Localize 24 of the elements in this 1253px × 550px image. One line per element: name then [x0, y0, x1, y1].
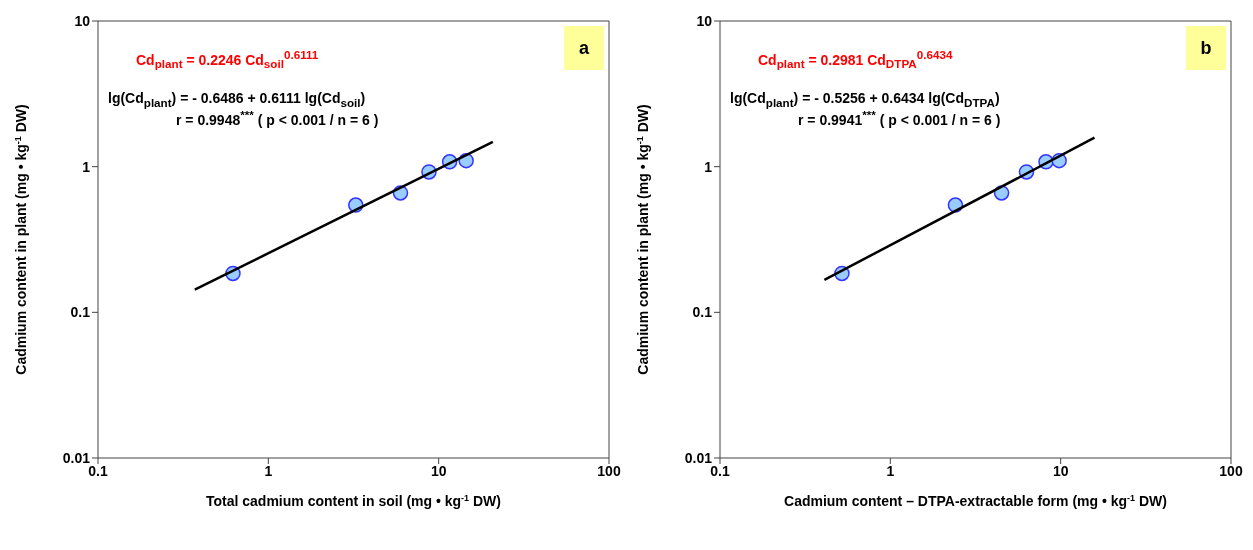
- x-tick-label: 10: [430, 462, 447, 479]
- annotation: b: [1186, 26, 1226, 70]
- y-tick-label: 0.01: [684, 449, 713, 466]
- y-tick-label: 10: [74, 12, 91, 29]
- x-tick-label: 1: [886, 462, 895, 479]
- y-tick-label: 1: [82, 158, 91, 175]
- y-tick-label: 0.1: [692, 304, 713, 321]
- x-tick-label: 1: [264, 462, 273, 479]
- y-tick-label: 0.1: [70, 304, 91, 321]
- x-tick-label: 10: [1052, 462, 1069, 479]
- annotation: lg(Cd$_{plant}$) = - 0.6486 + 0.6111 lg(Cd$_{soil}$): [108, 90, 366, 109]
- x-tick-label: 0.1: [88, 462, 108, 479]
- y-tick-label: 10: [696, 12, 713, 29]
- x-tick-label: 100: [597, 462, 621, 479]
- annotation: lg(Cd$_{plant}$) = - 0.5256 + 0.6434 lg(Cd$_{DTPA}$): [730, 90, 1000, 109]
- x-axis-title: Cadmium content – DTPA-extractable form (mg • kg$^{-1}$ DW): [784, 493, 1167, 509]
- x-axis-title: Total cadmium content in soil (mg • kg$^{-1}$ DW): [205, 493, 502, 509]
- y-tick-label: 0.01: [62, 449, 91, 466]
- x-tick-label: 100: [1219, 462, 1243, 479]
- annotation: a: [564, 26, 604, 70]
- annotation: r = 0.9948$^{***}$ ( p < 0.001 / n = 6 ): [176, 108, 379, 128]
- y-tick-label: 1: [704, 158, 713, 175]
- annotation: r = 0.9941$^{***}$ ( p < 0.001 / n = 6 ): [798, 108, 1001, 128]
- x-tick-label: 0.1: [710, 462, 730, 479]
